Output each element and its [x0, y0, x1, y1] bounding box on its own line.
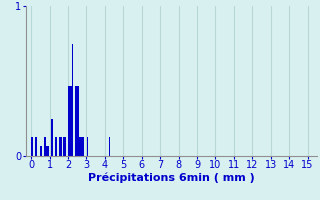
Bar	[59, 137, 60, 156]
Bar	[55, 137, 57, 156]
Bar	[61, 137, 62, 156]
Bar	[40, 146, 42, 156]
Bar	[72, 44, 73, 156]
Bar	[83, 137, 84, 156]
Bar	[48, 146, 50, 156]
Bar	[77, 86, 79, 156]
Bar	[68, 86, 70, 156]
Bar	[35, 137, 36, 156]
Bar	[81, 137, 83, 156]
Bar	[31, 137, 33, 156]
Bar	[108, 137, 110, 156]
Bar	[76, 86, 77, 156]
Bar	[79, 137, 81, 156]
X-axis label: Précipitations 6min ( mm ): Précipitations 6min ( mm )	[88, 173, 255, 183]
Bar	[64, 137, 66, 156]
Bar	[44, 137, 46, 156]
Bar	[70, 86, 72, 156]
Bar	[86, 137, 88, 156]
Bar	[62, 137, 64, 156]
Bar	[52, 118, 53, 156]
Bar	[46, 146, 48, 156]
